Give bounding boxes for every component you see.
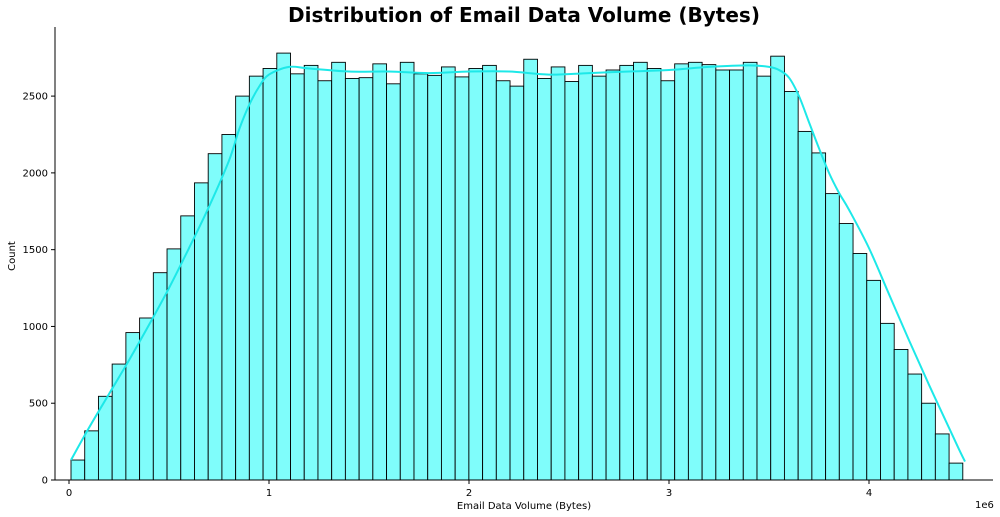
histogram-bar [440, 66, 456, 481]
histogram-bar [537, 77, 552, 481]
x-axis-ticks: 0 1 2 3 4 [66, 480, 872, 499]
histogram-bar [358, 77, 374, 481]
histogram-bar [948, 462, 964, 481]
histogram-bar [605, 69, 621, 481]
y-tick-label: 1000 [23, 322, 48, 333]
histogram-bar [413, 73, 429, 481]
histogram-bar [783, 91, 799, 481]
y-tick-label: 2500 [23, 92, 48, 103]
histogram-bar [235, 95, 250, 481]
histogram-bar [399, 61, 415, 481]
histogram-bar [70, 459, 86, 481]
y-axis-label: Count [7, 241, 18, 271]
histogram-bar [454, 76, 470, 481]
histogram-bar [756, 75, 772, 481]
histogram-bar [482, 64, 497, 481]
histogram-bar [770, 55, 785, 481]
histogram-bar [907, 373, 923, 481]
y-tick-label: 0 [42, 476, 48, 487]
histogram-bar [372, 63, 388, 481]
histogram-bar [729, 69, 744, 481]
histogram-bar [84, 430, 99, 481]
x-axis-label: Email Data Volume (Bytes) [457, 501, 591, 512]
x-tick-label: 3 [666, 488, 672, 499]
histogram-bar [934, 433, 950, 481]
histogram-bar [578, 64, 593, 481]
histogram-bar [262, 68, 278, 481]
y-tick-label: 1500 [23, 245, 48, 256]
histogram-bar [646, 68, 662, 481]
histogram-bar [674, 63, 689, 481]
histogram-bar [344, 77, 360, 481]
histogram-bar [564, 81, 580, 481]
histogram-bar [166, 248, 182, 481]
histogram-bar [276, 52, 291, 481]
histogram-bar [139, 317, 154, 481]
x-tick-label: 2 [466, 488, 472, 499]
histogram-bar [880, 322, 895, 481]
histogram-bar [180, 215, 195, 481]
histogram-bar [303, 64, 319, 481]
histogram-bar [825, 193, 840, 481]
histogram-bar [495, 80, 511, 481]
histogram-bar [194, 182, 209, 481]
y-axis-ticks: 0 500 1000 1500 2000 2500 [23, 92, 55, 487]
histogram-bar [523, 58, 538, 481]
histogram-bar [317, 80, 333, 481]
histogram-bar [893, 349, 909, 481]
histogram-bar [591, 75, 607, 481]
histogram-bar [852, 253, 868, 481]
histogram-bars [70, 52, 964, 481]
histogram-bar [290, 73, 305, 481]
x-offset-label: 1e6 [975, 500, 994, 511]
histogram-bar [468, 68, 484, 481]
histogram-bar [221, 134, 237, 481]
kde-line [70, 64, 966, 463]
histogram-bar [715, 69, 731, 481]
histogram-bar [633, 61, 648, 481]
histogram-bar [660, 80, 676, 481]
histogram-bar [386, 83, 401, 481]
histogram-bar [427, 74, 442, 481]
y-tick-label: 2000 [23, 168, 48, 179]
x-tick-label: 4 [866, 488, 872, 499]
histogram-bar [838, 223, 854, 481]
histogram-bar [248, 75, 264, 481]
x-tick-label: 1 [266, 488, 272, 499]
histogram-bar [687, 61, 703, 481]
histogram-bar [550, 66, 566, 481]
histogram-bar [701, 64, 717, 481]
histogram-bar [866, 279, 881, 481]
histogram-bar [742, 61, 758, 481]
histogram-bar [619, 64, 634, 481]
y-tick-label: 500 [29, 399, 48, 410]
histogram-bar [111, 363, 127, 481]
histogram-bar [797, 130, 813, 481]
histogram-bar [811, 152, 827, 481]
histogram-bar [331, 61, 346, 481]
chart-title: Distribution of Email Data Volume (Bytes… [288, 3, 760, 27]
histogram-bar [921, 402, 936, 481]
histogram-bar [509, 85, 525, 481]
x-tick-label: 0 [66, 488, 72, 499]
